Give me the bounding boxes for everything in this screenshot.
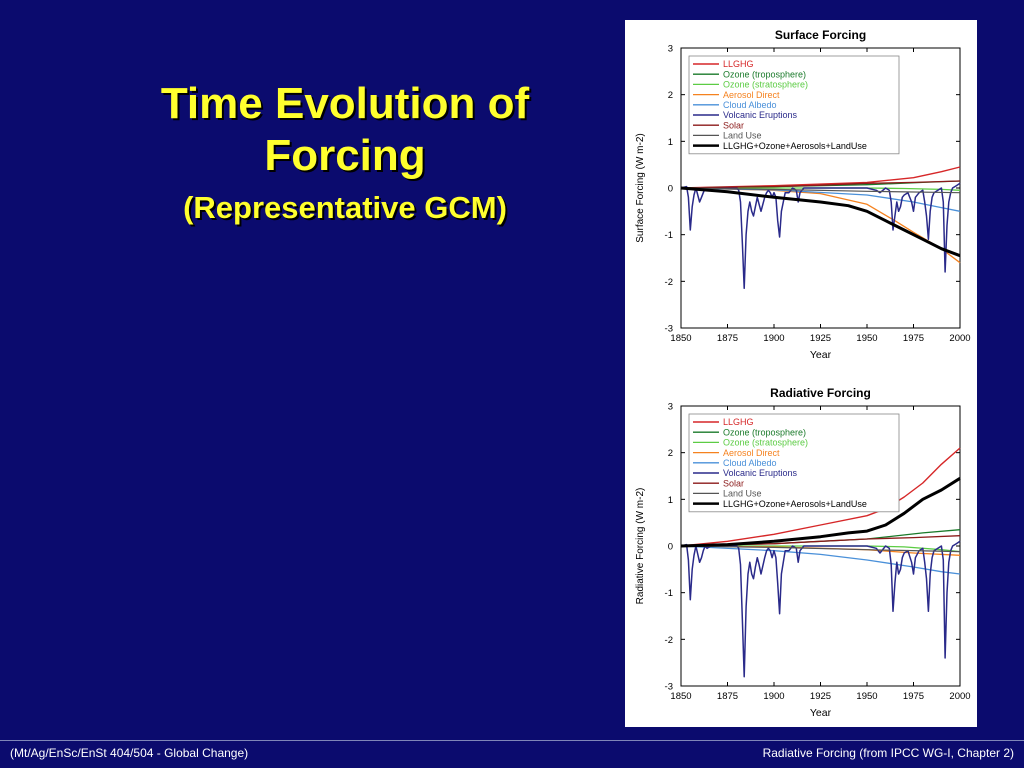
slide-title-line-1: Time Evolution of [160, 79, 530, 128]
chart2-x-tick-label: 1875 [717, 691, 738, 702]
chart1-legend-label-4: Aerosol Direct [723, 90, 780, 100]
slide-title-line-2: Forcing [264, 131, 426, 180]
chart1-y-tick-label: 1 [668, 137, 673, 148]
chart2-y-tick-label: 3 [668, 402, 673, 413]
chart2-y-tick-label: 0 [668, 542, 673, 553]
chart1-y-axis-label: Surface Forcing (W m-2) [635, 133, 646, 242]
chart2-series-line-6 [680, 540, 961, 678]
chart1-series-line-1 [680, 166, 961, 189]
chart1-y-tick-label: -3 [665, 324, 673, 335]
chart2-y-tick-label: 2 [668, 448, 673, 459]
chart1-legend-label-9: LLGHG+Ozone+Aerosols+LandUse [723, 141, 867, 151]
chart1-series-line-4 [680, 187, 961, 264]
chart1-title: Surface Forcing [775, 28, 866, 42]
chart2-legend-label-7: Solar [723, 478, 744, 488]
chart1-y-tick-label: 2 [668, 90, 673, 101]
chart1-x-tick-label: 1850 [670, 333, 691, 344]
chart2-series-line-8 [680, 545, 961, 553]
chart2-series-line-9 [680, 477, 961, 548]
chart2-legend-label-1: LLGHG [723, 417, 754, 427]
chart2-legend-box [688, 413, 900, 513]
chart2-legend-label-2: Ozone (troposphere) [723, 427, 806, 437]
chart2-x-axis-label: Year [810, 707, 832, 719]
chart2-x-tick-label: 2000 [949, 691, 970, 702]
chart2-legend-label-5: Cloud Albedo [723, 458, 777, 468]
footer-divider [0, 740, 1024, 741]
chart1-legend-label-3: Ozone (stratosphere) [723, 80, 808, 90]
chart1-y-tick-label: -1 [665, 230, 673, 241]
chart2-legend-label-3: Ozone (stratosphere) [723, 438, 808, 448]
chart2-x-tick-label: 1925 [810, 691, 831, 702]
chart1-legend-box [688, 55, 900, 155]
chart2-y-tick-label: -3 [665, 682, 673, 693]
chart1-legend-label-2: Ozone (troposphere) [723, 69, 806, 79]
chart1-series-line-6 [680, 182, 961, 290]
chart1-x-tick-label: 2000 [949, 333, 970, 344]
footer-course-label: (Mt/Ag/EnSc/EnSt 404/504 - Global Change… [10, 746, 249, 760]
chart1-series-line-8 [680, 187, 961, 194]
chart2-y-axis-label: Radiative Forcing (W m-2) [635, 488, 646, 605]
chart2-y-tick-label: 1 [668, 495, 673, 506]
forcing-figure: Surface Forcing 1850 1875 1900 1925 1950 1975 2… [625, 20, 977, 727]
chart2-series-line-1 [680, 447, 961, 547]
chart1-x-tick-label: 1950 [856, 333, 877, 344]
chart2-legend-label-9: LLGHG+Ozone+Aerosols+LandUse [723, 499, 867, 509]
chart1-legend-label-8: Land Use [723, 131, 762, 141]
chart1-x-tick-label: 1875 [717, 333, 738, 344]
slide-subtitle: (Representative GCM) [183, 190, 507, 225]
chart1-x-tick-label: 1900 [763, 333, 784, 344]
chart1-x-tick-label: 1925 [810, 333, 831, 344]
chart1-x-tick-label: 1975 [903, 333, 924, 344]
chart2-title: Radiative Forcing [770, 386, 871, 400]
chart1-y-tick-label: 3 [668, 44, 673, 55]
slide-title: Time Evolution of Forcing (Representativ… [110, 78, 580, 228]
footer-source-label: Radiative Forcing (from IPCC WG-I, Chapt… [762, 746, 1014, 760]
chart2-x-tick-label: 1900 [763, 691, 784, 702]
chart1-series-line-7 [680, 180, 961, 189]
chart2-legend-label-6: Volcanic Eruptions [723, 468, 798, 478]
chart1-legend-label-7: Solar [723, 120, 744, 130]
chart1-legend-label-6: Volcanic Eruptions [723, 110, 798, 120]
chart1-series-line-9 [680, 186, 961, 258]
chart1-y-tick-label: -2 [665, 277, 673, 288]
chart1-legend-label-1: LLGHG [723, 59, 754, 69]
chart2-x-tick-label: 1975 [903, 691, 924, 702]
chart2-legend-label-8: Land Use [723, 489, 762, 499]
chart1-legend-label-5: Cloud Albedo [723, 100, 777, 110]
chart2-x-tick-label: 1950 [856, 691, 877, 702]
chart2-y-tick-label: -2 [665, 635, 673, 646]
chart2-y-tick-label: -1 [665, 588, 673, 599]
chart2-x-tick-label: 1850 [670, 691, 691, 702]
chart2-legend-label-4: Aerosol Direct [723, 448, 780, 458]
forcing-charts-svg: Surface Forcing 1850 1875 1900 1925 1950 1975 2… [635, 28, 971, 719]
chart1-x-axis-label: Year [810, 349, 832, 361]
chart1-y-tick-label: 0 [668, 184, 673, 195]
